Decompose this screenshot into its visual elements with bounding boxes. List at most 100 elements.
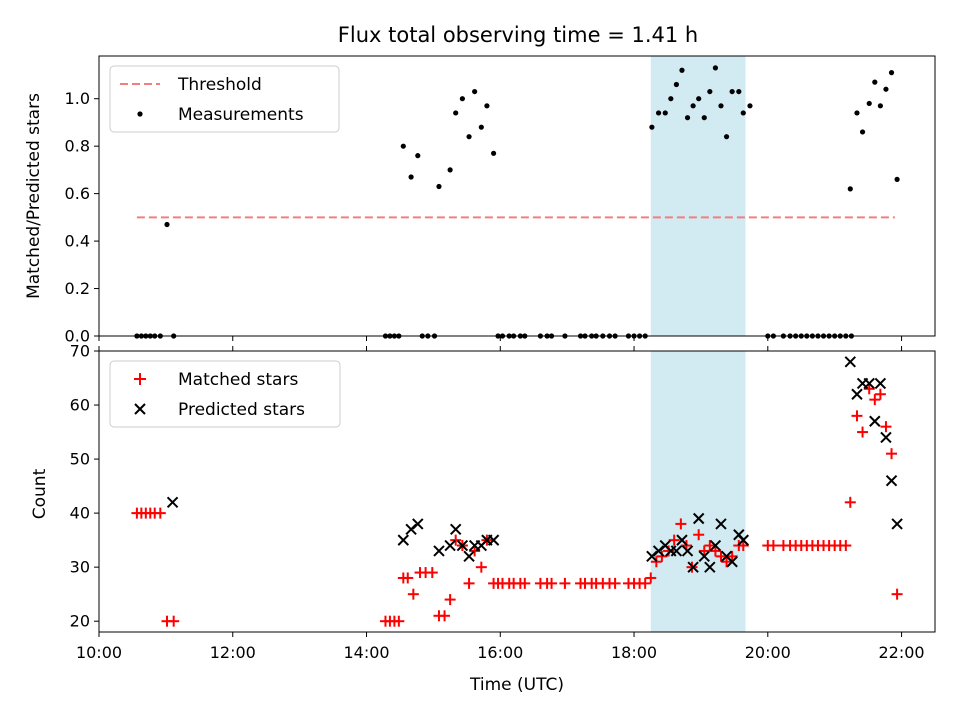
predicted-star-point: [681, 545, 694, 557]
predicted-star-stroke-b: [456, 539, 469, 552]
predicted-star-point: [851, 388, 863, 400]
top-y-tick-label: 0.6: [65, 184, 90, 203]
measurement-point: [679, 67, 685, 73]
top-legend-box: [109, 65, 340, 133]
measurement-point: [718, 103, 724, 109]
measurement-point: [447, 167, 453, 173]
bottom-predicted-points: [166, 356, 903, 573]
predicted-star-stroke-b: [720, 550, 733, 563]
top-y-axis-label: Matched/Predicted stars: [24, 93, 44, 299]
bottom-x-tick-label: 20:00: [745, 643, 791, 662]
measurement-point: [453, 110, 459, 116]
top-highlight-span: [650, 56, 746, 336]
matched-star-point: [639, 577, 651, 589]
predicted-star-point: [444, 539, 456, 552]
predicted-star-stroke-b: [704, 561, 716, 573]
predicted-star-stroke-b: [487, 534, 500, 546]
bottom-x-axis-label: Time (UTC): [469, 675, 564, 695]
measurement-point: [866, 100, 872, 107]
measurement-point: [649, 124, 655, 130]
measurement-point: [740, 110, 746, 116]
top-highlight-span-layer: [650, 56, 746, 336]
bottom-x-tick-label: 16:00: [477, 643, 523, 662]
top-panel: 0.0 0.2 0.4 0.6 0.8 1.0 Matched/Predicted sta…: [24, 55, 936, 351]
matched-star-point: [737, 540, 749, 552]
measurement-point: [747, 103, 753, 109]
top-legend: Threshold Measurements: [109, 65, 340, 133]
matched-star-point: [645, 572, 657, 584]
measurement-point: [894, 176, 900, 182]
matched-star-point: [426, 567, 438, 579]
matched-star-point: [721, 556, 733, 568]
matched-star-point: [844, 496, 856, 508]
matched-star-point: [709, 545, 721, 557]
predicted-star-stroke-b: [698, 550, 710, 563]
matched-star-point: [880, 421, 892, 433]
matched-star-point: [559, 577, 571, 589]
predicted-star-stroke-b: [869, 415, 881, 427]
predicted-star-stroke-b: [444, 539, 456, 552]
bottom-x-tick-label: 22:00: [879, 643, 925, 662]
measurement-point: [701, 115, 707, 121]
measurement-point: [877, 103, 883, 109]
measurement-point: [872, 79, 878, 85]
predicted-star-point: [880, 431, 892, 444]
measurement-point: [478, 124, 484, 130]
legend-matched-label: Matched stars: [178, 370, 298, 390]
matched-star-point: [698, 545, 710, 557]
predicted-star-stroke-b: [433, 545, 445, 557]
measurement-point: [400, 143, 406, 149]
bottom-y-tick-label: 20: [70, 612, 90, 631]
predicted-star-point: [737, 534, 749, 546]
matched-star-point: [675, 518, 687, 530]
bottom-matched-points: [131, 383, 903, 627]
measurement-point: [696, 96, 702, 102]
measurement-point: [684, 115, 691, 121]
matched-star-point: [668, 534, 680, 546]
predicted-star-stroke-b: [891, 518, 903, 530]
predicted-star-point: [698, 550, 710, 563]
predicted-star-point: [704, 561, 716, 573]
measurement-point: [466, 134, 472, 140]
bottom-y-axis-label: Count: [30, 468, 50, 519]
matched-star-point: [663, 545, 675, 557]
predicted-star-point: [844, 356, 856, 368]
bottom-y-tick-label: 40: [70, 504, 90, 523]
top-y-axis-ticks: 0.0 0.2 0.4 0.6 0.8 1.0: [65, 89, 99, 346]
top-measurement-points: [134, 65, 900, 339]
measurement-point: [436, 183, 442, 190]
legend-predicted-swatch: [134, 403, 146, 415]
matched-star-point: [475, 561, 487, 573]
predicted-star-point: [715, 518, 727, 530]
predicted-star-point: [456, 539, 469, 552]
matched-star-point: [393, 615, 405, 627]
predicted-star-point: [412, 518, 424, 530]
bottom-y-tick-label: 50: [70, 450, 90, 469]
matched-star-point: [439, 610, 451, 622]
top-y-tick-label: 1.0: [65, 89, 90, 108]
matched-star-point: [402, 572, 414, 584]
matched-star-point: [869, 394, 881, 406]
predicted-star-stroke-b: [874, 377, 887, 390]
bottom-highlight-span: [650, 351, 746, 632]
predicted-star-point: [463, 550, 475, 563]
measurement-point: [736, 88, 742, 95]
chart-title: Flux total observing time = 1.41 h: [338, 23, 698, 47]
predicted-star-stroke-b: [449, 523, 462, 536]
top-plot-frame: [98, 55, 936, 337]
predicted-star-point: [885, 474, 898, 487]
predicted-star-point: [449, 523, 462, 536]
matched-star-point: [450, 534, 462, 546]
bottom-legend: Matched stars Predicted stars: [109, 360, 341, 428]
measurement-point: [854, 110, 860, 116]
matched-star-point: [874, 388, 886, 400]
predicted-star-stroke-b: [851, 388, 863, 400]
predicted-star-point: [863, 377, 875, 390]
predicted-star-stroke-b: [659, 539, 671, 552]
predicted-star-stroke-b: [412, 518, 424, 530]
predicted-star-point: [692, 512, 705, 525]
measurement-point: [472, 88, 478, 95]
matched-star-point: [767, 540, 779, 552]
predicted-star-point: [726, 556, 738, 568]
measurement-point: [888, 70, 895, 76]
